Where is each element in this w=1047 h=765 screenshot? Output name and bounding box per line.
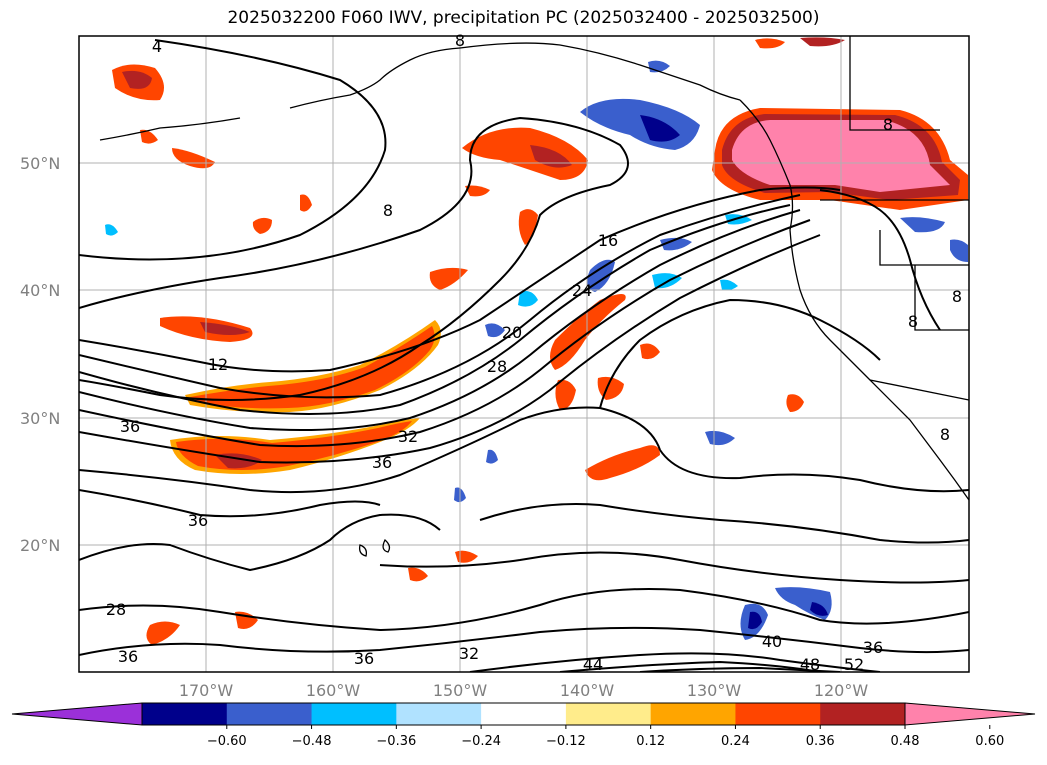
colorbar-tick-label: −0.24 — [461, 734, 501, 749]
contour-label: 20 — [502, 323, 522, 342]
lon-label-140w: 140°W — [560, 681, 615, 700]
colorbar-tick-label: −0.48 — [292, 734, 332, 749]
lat-label-20: 20°N — [20, 536, 60, 555]
contour-label: 36 — [863, 638, 883, 657]
colorbar-bin — [481, 703, 567, 725]
contour-label: 12 — [208, 355, 228, 374]
colorbar-tick-label: −0.12 — [546, 734, 586, 749]
colorbar-tick-label: 0.36 — [806, 734, 835, 749]
colorbar-bin — [226, 703, 313, 725]
colorbar-tick-label: 0.48 — [891, 734, 920, 749]
lon-label-170w: 170°W — [179, 681, 234, 700]
contour-label: 36 — [354, 649, 374, 668]
coastlines — [99, 36, 969, 557]
contour-label: 36 — [188, 511, 208, 530]
colorbar: −0.60 −0.48 −0.36 −0.24 −0.12 0.12 0.24 0.36 0.4… — [11, 702, 1036, 749]
colorbar-outline — [141, 702, 906, 726]
contour-label: 8 — [908, 312, 918, 331]
contour-label: 48 — [800, 655, 820, 674]
lat-label-50: 50°N — [20, 154, 60, 173]
lat-label-30: 30°N — [20, 409, 60, 428]
map-border — [78, 35, 970, 673]
contour-label: 40 — [762, 632, 782, 651]
lon-label-160w: 160°W — [306, 681, 361, 700]
contour-label: 8 — [883, 115, 893, 134]
colorbar-tick-label: 0.24 — [721, 734, 750, 749]
contour-label: 28 — [106, 600, 126, 619]
colorbar-extend-low — [11, 702, 143, 726]
lon-label-150w: 150°W — [433, 681, 488, 700]
lon-label-120w: 120°W — [814, 681, 869, 700]
colorbar-bin — [735, 703, 821, 725]
colorbar-bin — [565, 703, 652, 725]
colorbar-bin — [650, 703, 736, 725]
contour-labels: 4 8 8 12 16 20 24 28 32 36 36 36 36 36 2… — [106, 31, 962, 674]
contour-label: 16 — [598, 231, 618, 250]
colorbar-bin — [142, 703, 228, 725]
contour-label: 8 — [455, 31, 465, 50]
contour-label: 44 — [583, 655, 603, 674]
contour-label: 36 — [372, 453, 392, 472]
contour-label: 8 — [383, 201, 393, 220]
lon-label-130w: 130°W — [687, 681, 742, 700]
contour-label: 24 — [572, 281, 592, 300]
contour-label: 36 — [118, 647, 138, 666]
colorbar-tick-label: 0.60 — [975, 734, 1004, 749]
contour-label: 28 — [487, 357, 507, 376]
colorbar-tick-label: −0.60 — [207, 734, 247, 749]
map-title: 2025032200 F060 IWV, precipitation PC (2… — [227, 8, 820, 28]
contour-label: 36 — [120, 417, 140, 436]
iwv-contours — [79, 39, 969, 672]
colorbar-bin — [820, 703, 906, 725]
colorbar-bin — [396, 703, 482, 725]
contour-label: 32 — [459, 644, 479, 663]
lat-label-40: 40°N — [20, 281, 60, 300]
contour-label: 52 — [844, 655, 864, 674]
contour-label: 32 — [398, 427, 418, 446]
contour-label: 8 — [952, 287, 962, 306]
longitude-labels: 170°W 160°W 150°W 140°W 130°W 120°W — [179, 681, 869, 700]
contour-label: 8 — [940, 425, 950, 444]
contour-label: 4 — [152, 37, 162, 56]
latitude-labels: 50°N 40°N 30°N 20°N — [20, 154, 60, 555]
colorbar-extend-high — [904, 702, 1036, 726]
colorbar-bin — [311, 703, 397, 725]
colorbar-tick-label: 0.12 — [636, 734, 665, 749]
colorbar-tick-label: −0.36 — [376, 734, 416, 749]
